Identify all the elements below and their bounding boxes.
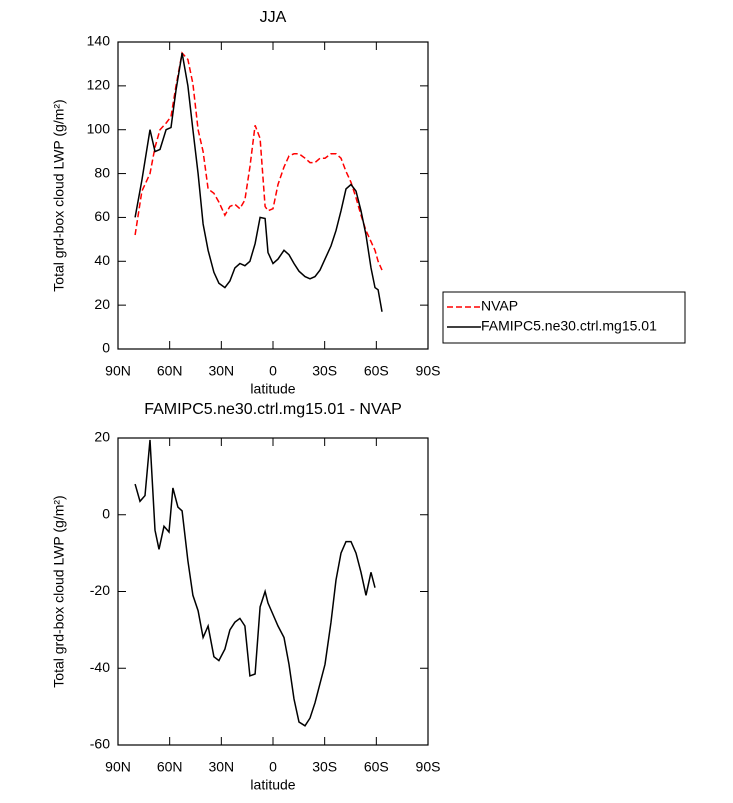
legend-label: NVAP (481, 298, 518, 314)
x-axis-label: latitude (250, 777, 295, 793)
plot-frame (117, 437, 429, 746)
y-tick-label: 120 (87, 77, 111, 93)
x-tick-label: 60S (364, 363, 389, 379)
y-tick-label: 0 (102, 505, 110, 521)
x-tick-label: 90N (105, 363, 131, 379)
y-tick-label: 0 (102, 340, 110, 356)
y-axis-label: Total grd-box cloud LWP (g/m²) (51, 495, 67, 687)
plot-frame (117, 41, 429, 350)
data-line (134, 51, 383, 271)
y-tick-label: 100 (87, 120, 111, 136)
y-tick-label: 40 (94, 252, 110, 268)
legend-label: FAMIPC5.ne30.ctrl.mg15.01 (481, 318, 657, 334)
y-tick-label: 140 (87, 33, 111, 49)
y-tick-label: -40 (90, 659, 110, 675)
y-tick-label: 60 (94, 208, 110, 224)
y-tick-label: 20 (94, 429, 110, 445)
y-axis-label: Total grd-box cloud LWP (g/m²) (51, 99, 67, 291)
y-tick-label: 80 (94, 164, 110, 180)
x-tick-label: 30S (312, 759, 337, 775)
data-line (134, 439, 376, 727)
data-line (134, 52, 383, 312)
x-tick-label: 90N (105, 759, 131, 775)
x-tick-label: 30N (208, 759, 234, 775)
chart-title: JJA (260, 9, 287, 26)
y-tick-label: 20 (94, 296, 110, 312)
x-tick-label: 0 (269, 363, 277, 379)
x-tick-label: 90S (416, 759, 441, 775)
x-tick-label: 60N (157, 363, 183, 379)
x-tick-label: 0 (269, 759, 277, 775)
chart-title: FAMIPC5.ne30.ctrl.mg15.01 - NVAP (144, 401, 402, 418)
x-tick-label: 90S (416, 363, 441, 379)
x-tick-label: 60S (364, 759, 389, 775)
x-tick-label: 30S (312, 363, 337, 379)
y-tick-label: -60 (90, 736, 110, 752)
x-tick-label: 30N (208, 363, 234, 379)
x-tick-label: 60N (157, 759, 183, 775)
x-axis-label: latitude (250, 381, 295, 397)
y-tick-label: -20 (90, 582, 110, 598)
legend-box (442, 291, 686, 344)
